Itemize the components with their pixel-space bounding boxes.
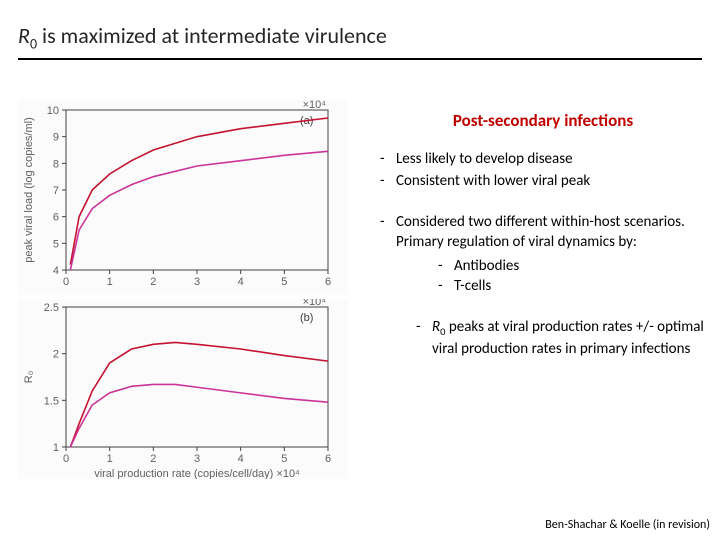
slide-title: R0 is maximized at intermediate virulenc… xyxy=(18,22,702,52)
svg-text:6: 6 xyxy=(53,212,59,224)
svg-text:10: 10 xyxy=(47,105,59,117)
svg-text:3: 3 xyxy=(194,453,200,465)
sub-bullet-item: -Antibodies xyxy=(438,256,708,276)
svg-text:2: 2 xyxy=(53,349,59,361)
svg-text:5: 5 xyxy=(281,276,287,288)
slide-title-bar: R0 is maximized at intermediate virulenc… xyxy=(18,22,702,60)
svg-text:6: 6 xyxy=(325,276,331,288)
bullet-group-1: -Less likely to develop disease-Consiste… xyxy=(378,149,708,192)
svg-text:×10⁴: ×10⁴ xyxy=(303,299,327,308)
sub-bullet-text: T-cells xyxy=(454,276,491,296)
dash-icon: - xyxy=(378,171,396,191)
svg-text:peak viral load (log copies/ml: peak viral load (log copies/ml) xyxy=(23,117,35,263)
sub-bullet-text: Antibodies xyxy=(454,256,519,276)
bullet-text: R0 peaks at viral production rates +/- o… xyxy=(432,317,708,359)
bullet-text: Less likely to develop disease xyxy=(396,149,708,169)
svg-text:5: 5 xyxy=(281,453,287,465)
bullet-text: Consistent with lower viral peak xyxy=(396,171,708,191)
dash-icon: - xyxy=(438,276,454,296)
svg-text:7: 7 xyxy=(53,185,59,197)
svg-text:8: 8 xyxy=(53,158,59,170)
bullet-item: -Less likely to develop disease xyxy=(378,149,708,169)
svg-text:6: 6 xyxy=(325,453,331,465)
dash-icon: - xyxy=(438,256,454,276)
bullet-item: - R0 peaks at viral production rates +/-… xyxy=(414,317,708,359)
bullet-group-3: - R0 peaks at viral production rates +/-… xyxy=(414,317,708,359)
svg-text:0: 0 xyxy=(63,276,69,288)
svg-text:4: 4 xyxy=(238,276,244,288)
svg-text:5: 5 xyxy=(53,238,59,250)
sub-bullet-item: -T-cells xyxy=(438,276,708,296)
svg-text:3: 3 xyxy=(194,276,200,288)
svg-text:9: 9 xyxy=(53,132,59,144)
svg-text:2: 2 xyxy=(150,453,156,465)
dash-icon: - xyxy=(414,317,432,359)
citation-text: Ben-Shachar & Koelle (in revision) xyxy=(545,518,710,532)
chart-panel-a: 456789100123456×10⁴(a)peak viral load (l… xyxy=(18,100,348,295)
bullet-item: - Considered two different within-host s… xyxy=(378,212,708,253)
bullet-group-2: - Considered two different within-host s… xyxy=(378,212,708,297)
svg-text:0: 0 xyxy=(63,453,69,465)
text-column: Post-secondary infections -Less likely t… xyxy=(378,110,708,379)
dash-icon: - xyxy=(378,212,396,253)
svg-text:1.5: 1.5 xyxy=(44,395,59,407)
section-heading: Post-secondary infections xyxy=(378,110,708,131)
svg-text:1: 1 xyxy=(107,453,113,465)
svg-text:×10⁴: ×10⁴ xyxy=(303,100,327,111)
svg-text:R₀: R₀ xyxy=(23,371,35,384)
svg-text:1: 1 xyxy=(53,442,59,454)
bullet-text: Considered two different within-host sce… xyxy=(396,212,708,253)
charts-column: 456789100123456×10⁴(a)peak viral load (l… xyxy=(18,100,348,479)
svg-text:(b): (b) xyxy=(300,312,313,324)
bullet-item: -Consistent with lower viral peak xyxy=(378,171,708,191)
svg-text:1: 1 xyxy=(107,276,113,288)
svg-text:4: 4 xyxy=(238,453,244,465)
dash-icon: - xyxy=(378,149,396,169)
svg-text:2.5: 2.5 xyxy=(44,302,59,314)
svg-text:viral production rate (copies/: viral production rate (copies/cell/day) … xyxy=(94,468,300,479)
svg-text:4: 4 xyxy=(53,265,59,277)
svg-text:2: 2 xyxy=(150,276,156,288)
chart-panel-b: 11.522.50123456×10⁴(b)R₀viral production… xyxy=(18,299,348,479)
